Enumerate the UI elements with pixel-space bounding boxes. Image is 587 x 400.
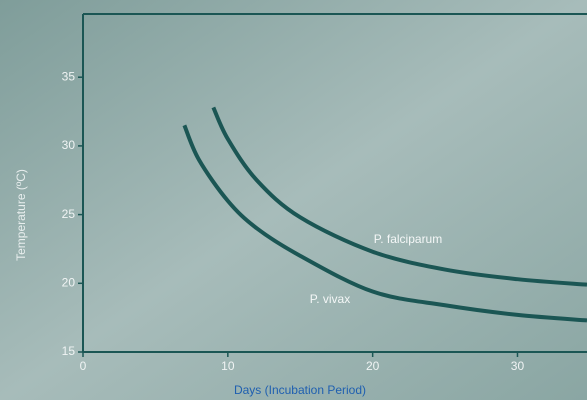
x-tick-label: 20 (366, 359, 380, 373)
page: Days (Incubation Period) Temperature (ºC… (0, 0, 587, 400)
y-tick-label: 30 (62, 138, 76, 152)
series-label: P. vivax (310, 292, 350, 306)
x-axis-label: Days (Incubation Period) (234, 383, 366, 397)
y-tick-label: 35 (62, 69, 76, 83)
y-tick-label: 25 (62, 207, 76, 221)
x-tick-label: 0 (80, 359, 87, 373)
x-tick-label: 10 (221, 359, 235, 373)
x-tick-label: 30 (511, 359, 525, 373)
chart: Days (Incubation Period) Temperature (ºC… (0, 0, 587, 400)
y-tick-label: 15 (62, 344, 76, 358)
y-axis-label: Temperature (ºC) (14, 169, 28, 261)
background (0, 0, 587, 400)
y-tick-label: 20 (62, 275, 76, 289)
series-label: P. falciparum (374, 232, 442, 246)
